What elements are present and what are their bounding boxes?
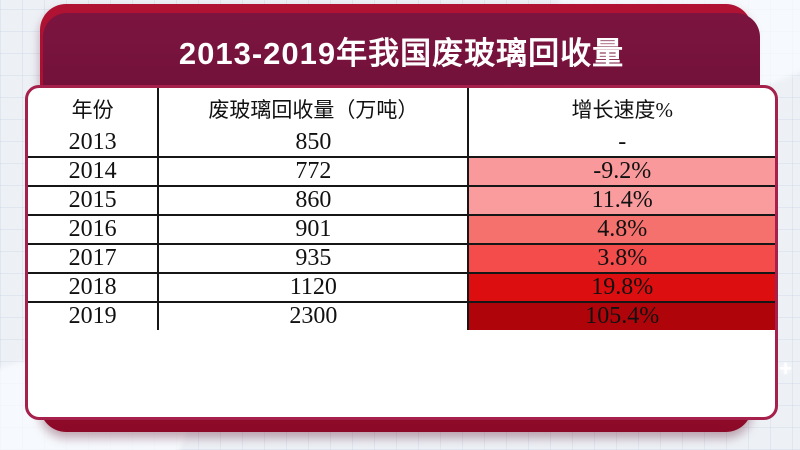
volume-cell: 901 (157, 216, 470, 244)
table-row: 2013 850- (28, 129, 775, 157)
table-row: 2018 1120 19.8% (28, 272, 775, 302)
growth-cell: 105.4% (469, 303, 775, 331)
page-title: 2013-2019年我国废玻璃回收量 (178, 36, 625, 71)
volume-cell: 850 (157, 129, 470, 157)
table-row: 2019 2300 105.4% (28, 301, 775, 331)
volume-cell: 1120 (157, 274, 470, 302)
year-cell: 2019 (68, 303, 117, 330)
growth-cell: 11.4% (469, 187, 775, 215)
table-row: 2017 935 3.8% (28, 243, 775, 273)
volume-cell: 860 (157, 187, 470, 215)
year-cell: 2014 (68, 158, 117, 185)
sparkle-icon: + (779, 356, 792, 381)
volume-cell: 2300 (157, 303, 470, 331)
header-cell-volume: 废玻璃回收量（万吨） (157, 88, 470, 130)
table-row: 2015 860 11.4% (28, 185, 775, 215)
growth-cell: 4.8% (469, 216, 775, 244)
title-banner: 2013-2019年我国废玻璃回收量 (43, 13, 760, 88)
volume-cell: 935 (157, 245, 470, 273)
header-cell-growth: 增长速度% (571, 97, 673, 122)
year-cell: 2017 (68, 245, 117, 272)
growth-cell: - (469, 129, 775, 157)
table-row: 2016 901 4.8% (28, 214, 775, 244)
growth-cell: 19.8% (469, 274, 775, 302)
table-row: 2014 772 -9.2% (28, 156, 775, 186)
table-body: 2013 850- 2014 772 -9.2% 2015 860 11.4% 2016 901 4… (28, 129, 775, 331)
year-cell: 2013 (68, 129, 117, 156)
year-cell: 2018 (68, 274, 117, 301)
growth-cell: 3.8% (469, 245, 775, 273)
header-cell-year: 年份 (71, 97, 114, 122)
volume-cell: 772 (157, 158, 470, 186)
data-table: 年份 废玻璃回收量（万吨） 增长速度% 2013 850- 2014 772 -9.2%… (25, 85, 778, 420)
year-cell: 2016 (68, 216, 117, 243)
table-header-row: 年份 废玻璃回收量（万吨） 增长速度% (28, 88, 775, 130)
growth-cell: -9.2% (469, 158, 775, 186)
year-cell: 2015 (68, 187, 117, 214)
